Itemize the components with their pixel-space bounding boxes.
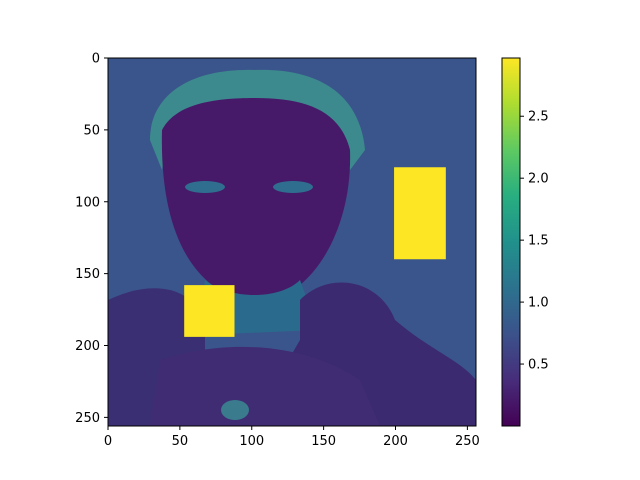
x-axis: 0 50 100 150 200 250 (104, 426, 480, 449)
x-tick-label: 50 (172, 434, 189, 449)
colorbar-axis: 0.5 1.0 1.5 2.0 2.5 (520, 110, 549, 373)
y-tick-label: 250 (75, 411, 100, 426)
x-tick-label: 100 (239, 434, 264, 449)
x-tick-label: 200 (383, 434, 408, 449)
colorbar-tick-label: 1.5 (528, 234, 549, 249)
colorbar-tick-label: 2.0 (528, 172, 549, 187)
x-tick-label: 0 (104, 434, 112, 449)
y-axis: 0 50 100 150 200 250 (75, 52, 108, 426)
x-tick-label: 250 (455, 434, 480, 449)
patch-right (394, 167, 446, 260)
y-tick-label: 150 (75, 267, 100, 282)
heatmap-image (108, 58, 476, 426)
colorbar-tick-label: 0.5 (528, 358, 549, 373)
colorbar-tick-label: 1.0 (528, 296, 549, 311)
y-tick-label: 50 (83, 123, 100, 138)
y-tick-label: 0 (92, 52, 100, 67)
y-tick-label: 200 (75, 339, 100, 354)
colorbar-tick-label: 2.5 (528, 110, 549, 125)
axes-frame (107, 57, 477, 427)
colorbar (501, 57, 521, 427)
patch-layer (184, 167, 446, 337)
patch-left (184, 285, 235, 337)
x-tick-label: 150 (311, 434, 336, 449)
y-tick-label: 100 (75, 195, 100, 210)
